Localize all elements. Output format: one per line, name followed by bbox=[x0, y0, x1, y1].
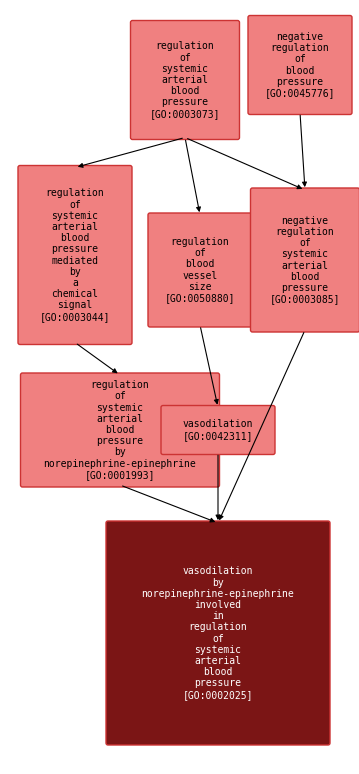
Text: negative
regulation
of
blood
pressure
[GO:0045776]: negative regulation of blood pressure [G… bbox=[265, 32, 335, 98]
Text: regulation
of
systemic
arterial
blood
pressure
mediated
by
a
chemical
signal
[GO: regulation of systemic arterial blood pr… bbox=[40, 188, 110, 322]
Text: regulation
of
systemic
arterial
blood
pressure
by
norepinephrine-epinephrine
[GO: regulation of systemic arterial blood pr… bbox=[44, 380, 196, 480]
FancyBboxPatch shape bbox=[248, 15, 352, 115]
Text: regulation
of
systemic
arterial
blood
pressure
[GO:0003073]: regulation of systemic arterial blood pr… bbox=[150, 41, 220, 118]
Text: regulation
of
blood
vessel
size
[GO:0050880]: regulation of blood vessel size [GO:0050… bbox=[165, 237, 235, 303]
FancyBboxPatch shape bbox=[20, 373, 219, 487]
FancyBboxPatch shape bbox=[161, 406, 275, 454]
FancyBboxPatch shape bbox=[18, 166, 132, 344]
Text: vasodilation
by
norepinephrine-epinephrine
involved
in
regulation
of
systemic
ar: vasodilation by norepinephrine-epinephri… bbox=[141, 567, 294, 700]
FancyBboxPatch shape bbox=[131, 20, 239, 139]
FancyBboxPatch shape bbox=[251, 188, 359, 332]
FancyBboxPatch shape bbox=[106, 521, 330, 745]
FancyBboxPatch shape bbox=[148, 213, 252, 327]
Text: negative
regulation
of
systemic
arterial
blood
pressure
[GO:0003085]: negative regulation of systemic arterial… bbox=[270, 216, 340, 304]
Text: vasodilation
[GO:0042311]: vasodilation [GO:0042311] bbox=[183, 420, 253, 440]
